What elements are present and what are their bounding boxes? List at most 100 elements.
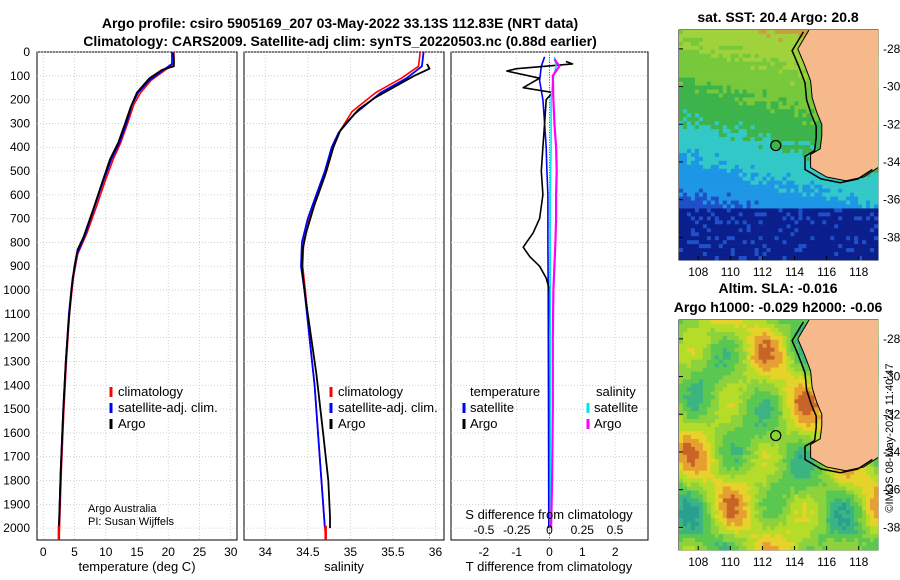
map-cell [710, 117, 716, 122]
map-cell [714, 180, 720, 185]
map-cell [814, 220, 819, 225]
map-cell [754, 184, 759, 189]
map-cell [710, 466, 716, 471]
map-cell [810, 399, 815, 404]
map-cell [746, 45, 751, 51]
map-cell [730, 240, 736, 245]
map-cell [774, 363, 779, 368]
map-cell [694, 240, 700, 245]
map-cell [690, 399, 696, 404]
map-cell [734, 49, 739, 55]
map-cell [814, 141, 819, 146]
map-cell [734, 216, 739, 221]
map-cell [810, 196, 815, 201]
map-cell [679, 363, 684, 368]
map-cell [698, 117, 704, 122]
x-tick-label: 34 [259, 545, 273, 559]
map-cell [750, 105, 755, 110]
map-cell [734, 236, 739, 241]
map-cell [754, 141, 759, 146]
map-cell [786, 85, 791, 90]
map-cell [770, 30, 775, 35]
map-cell [682, 37, 688, 43]
map-cell [718, 77, 724, 82]
map-cell [862, 248, 867, 253]
map-cell [794, 383, 799, 388]
map-cell [786, 208, 791, 213]
map-cell [806, 81, 811, 86]
map-cell [682, 208, 688, 213]
map-cell [798, 65, 803, 70]
map-cell [778, 113, 783, 118]
map-cell [758, 442, 763, 448]
map-cell [786, 240, 791, 245]
map-cell [698, 164, 704, 170]
map-cell [742, 30, 747, 35]
map-cell [798, 244, 803, 249]
map-cell [734, 399, 739, 404]
map-cell [834, 232, 839, 237]
map-cell [726, 204, 732, 209]
map-cell [750, 184, 755, 189]
map-cell [686, 49, 692, 55]
x-tick-label: 15 [130, 545, 144, 559]
map-cell [698, 335, 704, 341]
map-cell [758, 423, 763, 428]
map-cell [798, 327, 803, 333]
map-cell [786, 335, 791, 341]
map-cell [794, 212, 799, 217]
map-cell [682, 125, 688, 130]
map-cell [746, 69, 751, 74]
map-cell [794, 216, 799, 221]
map-cell [870, 188, 875, 193]
map-cell [730, 105, 736, 110]
map-cell [690, 220, 696, 225]
map-cell [746, 77, 751, 82]
map-cell [738, 204, 743, 209]
map-cell [726, 359, 732, 364]
map-cell [762, 85, 767, 90]
map-cell [710, 57, 716, 63]
map-cell [802, 176, 807, 181]
map-cell [742, 137, 747, 142]
map-cell [802, 65, 807, 70]
map-cell [790, 450, 795, 456]
map-cell [750, 446, 755, 452]
map-cell [718, 105, 724, 110]
map-cell [738, 45, 743, 51]
map-cell [762, 395, 767, 400]
map-cell [734, 73, 739, 78]
map-cell [798, 435, 803, 440]
lat-tick-label: -34 [883, 155, 900, 169]
map-cell [790, 101, 795, 106]
map-cell [730, 407, 736, 412]
map-cell [690, 69, 696, 74]
map-cell [834, 244, 839, 249]
map-cell [758, 204, 763, 209]
map-cell [738, 184, 743, 189]
map-cell [754, 121, 759, 126]
map-cell [714, 77, 720, 82]
map-cell [679, 331, 684, 337]
map-cell [698, 446, 704, 452]
map-cell [766, 37, 771, 43]
map-cell [802, 244, 807, 249]
map-cell [750, 196, 755, 201]
map-cell [734, 244, 739, 249]
s-tick-label: 0.25 [571, 523, 595, 537]
map-cell [842, 204, 847, 209]
map-cell [830, 188, 835, 193]
map-cell [718, 148, 724, 154]
map-cell [706, 176, 712, 181]
map-cell [742, 320, 747, 325]
map-cell [714, 101, 720, 106]
map-cell [690, 435, 696, 440]
map-cell [758, 335, 763, 341]
map-cell [754, 204, 759, 209]
map-cell [758, 236, 763, 241]
map-cell [679, 101, 684, 106]
x-tick-label: 2 [612, 545, 619, 559]
map-cell [770, 61, 775, 66]
map-cell [794, 320, 799, 325]
map-cell [706, 168, 712, 174]
